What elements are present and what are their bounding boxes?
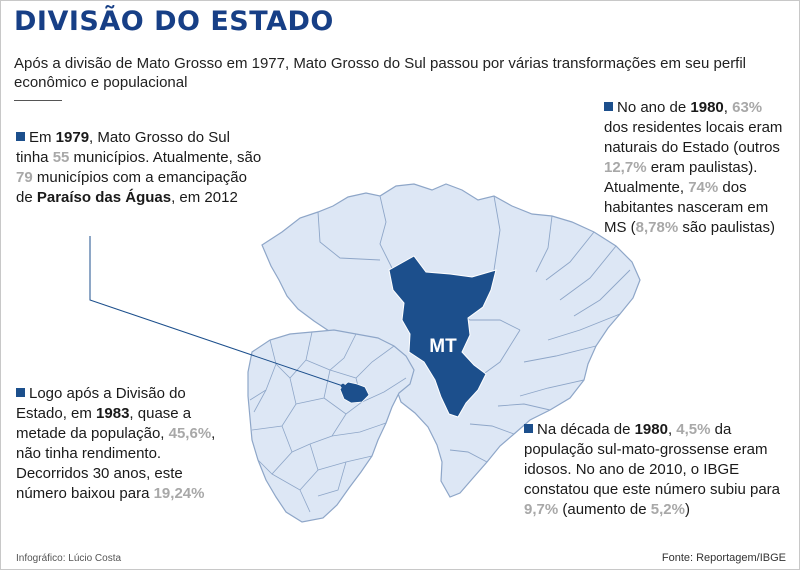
note-idosos: Na década de 1980, 4,5% da população sul…: [524, 421, 781, 518]
page-title: DIVISÃO DO ESTADO: [14, 6, 334, 37]
bullet-square-icon: [16, 132, 25, 141]
ms-municipalities-map: [247, 329, 415, 523]
paraiso-das-aguas-municipality: [339, 381, 370, 404]
bullet-square-icon: [16, 388, 25, 397]
leader-line: [89, 236, 344, 387]
bullet-square-icon: [524, 424, 533, 433]
page-subtitle: Após a divisão de Mato Grosso em 1977, M…: [14, 55, 747, 91]
note-municipios: Em 1979, Mato Grosso do Sul tinha 55 mun…: [16, 129, 262, 206]
infographic-credit: Infográfico: Lúcio Costa: [16, 553, 122, 564]
note-renda: Logo após a Divisão do Estado, em 1983, …: [16, 385, 216, 502]
title-divider: [14, 100, 62, 101]
municipality-borders: [249, 331, 407, 513]
mato-grosso-region: [388, 255, 497, 418]
mt-label: MT: [429, 336, 457, 357]
note-residentes: No ano de 1980, 63% dos residentes locai…: [604, 99, 783, 236]
data-source: Fonte: Reportagem/IBGE: [661, 552, 786, 564]
state-borders: [317, 195, 631, 463]
leader-dot: [340, 383, 346, 389]
bullet-square-icon: [604, 102, 613, 111]
